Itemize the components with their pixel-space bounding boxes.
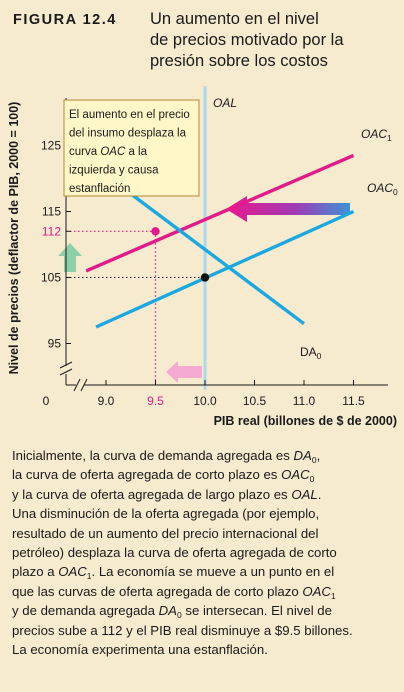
labels-layer: PIB real (billones de $ de 2000) Nivel de… (7, 96, 398, 428)
figure-title-line: presión sobre los costos (150, 52, 328, 70)
x-tick-label: 11.5 (342, 394, 365, 408)
curve-label: OAC0 (367, 181, 398, 197)
caption-line: precios sube a 112 y el PIB real disminu… (12, 622, 353, 638)
annotation-text-line: izquierda y causa (69, 165, 159, 177)
caption-line: y de demanda agregada DA0 se intersecan.… (12, 603, 332, 621)
caption-line: plazo a OAC1. La economía se mueve a un … (12, 564, 335, 582)
figure-title-line: de precios motivado por la (150, 31, 344, 49)
annotation-text-line: del insumo desplaza la (69, 128, 187, 140)
x-axis-break (73, 378, 88, 392)
y-tick-label: 105 (41, 271, 61, 285)
y-tick-label: 95 (48, 337, 62, 351)
caption-line: Una disminución de la oferta agregada (p… (12, 506, 320, 522)
annotation-text-line: estanflación (69, 183, 130, 195)
figure-caption: Inicialmente, la curva de demanda agrega… (12, 446, 397, 659)
equilibrium-point (200, 273, 210, 282)
caption-line: Inicialmente, la curva de demanda agrega… (12, 448, 321, 465)
grid-layer (66, 230, 205, 385)
annotation-text-line: curva OAC a la (69, 146, 148, 158)
x-tick-label: 11.0 (293, 394, 316, 408)
series-line-oac1 (85, 153, 355, 273)
caption-line: resultado de un aumento del precio inter… (12, 525, 319, 541)
x-tick-label: 10.5 (243, 394, 267, 408)
y-tick-label: 112 (42, 224, 61, 238)
series-line-oac0 (95, 209, 355, 329)
x-axis-title: PIB real (billones de $ de 2000) (214, 414, 397, 428)
curve-label: OAL (213, 96, 237, 110)
shift-arrows (58, 196, 350, 383)
gdp-down-arrow (166, 361, 202, 383)
figure-label: FIGURA 12.4 (13, 12, 117, 28)
caption-line: La economía experimenta una estanflación… (12, 642, 268, 658)
figure-title: Un aumento en el nivel de precios motiva… (150, 9, 390, 72)
annotation-box (63, 99, 200, 197)
caption-line: y la curva de oferta agregada de largo p… (12, 486, 322, 502)
price-up-arrow (58, 243, 82, 272)
y-tick-label: 115 (42, 205, 61, 219)
caption-line: que las curvas de oferta agregada de cor… (12, 583, 336, 601)
caption-line: la curva de oferta agregada de corto pla… (12, 467, 315, 485)
equilibrium-point (151, 227, 160, 236)
x-tick-label: 9.5 (147, 394, 164, 408)
axes-layer: 95 105 112 115 125 0 9.0 9.5 10.0 10.5 11.0 11.5 (41, 98, 388, 408)
supply-shift-arrow (226, 196, 350, 222)
x-tick-label: 0 (43, 394, 50, 408)
x-tick-label: 9.0 (98, 394, 115, 408)
annotation-text-line: El aumento en el precio (69, 109, 190, 121)
x-tick-label: 10.0 (193, 394, 217, 408)
curve-label: OAC1 (361, 127, 392, 143)
y-axis-break (59, 361, 73, 376)
y-axis-title: Nivel de precios (deflactor de PIB, 2000… (7, 102, 21, 375)
figure-title-line: Un aumento en el nivel (150, 10, 319, 28)
price-level-chart: 95 105 112 115 125 0 9.0 9.5 10.0 10.5 11.0 11.5 PI… (7, 86, 398, 428)
caption-line: petróleo) desplaza la curva de oferta ag… (12, 545, 337, 561)
curve-label: DA0 (300, 345, 322, 361)
y-tick-label: 125 (41, 139, 61, 153)
